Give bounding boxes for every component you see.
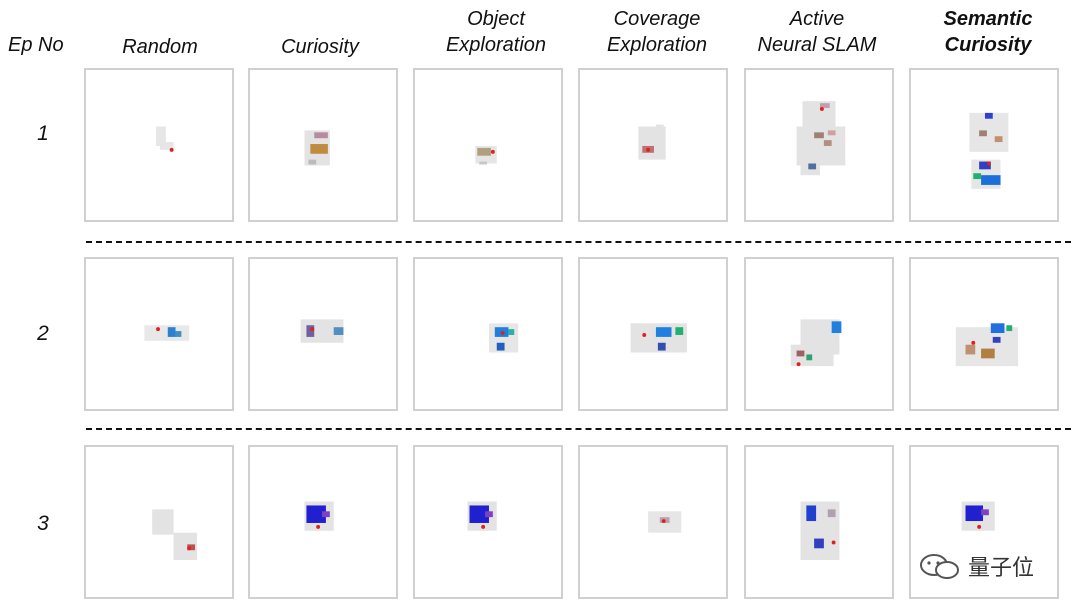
map-panel-ep2-active-neural-slam: [744, 257, 894, 411]
map-panel-ep2-random: [84, 257, 234, 411]
header-semantic-curiosity: Semantic Curiosity: [943, 8, 1033, 56]
header-active-neural-slam: Active Neural SLAM: [757, 8, 877, 56]
map-panel-ep1-coverage-exploration: [578, 68, 728, 222]
row-label-2: 2: [37, 322, 49, 345]
header-random: Random: [122, 36, 198, 58]
map-panel-ep3-curiosity: [248, 445, 398, 599]
watermark: 量子位: [918, 550, 1034, 582]
map-panel-ep3-object-exploration: [413, 445, 563, 599]
header-object-exploration: Object Exploration: [445, 8, 547, 56]
map-panel-ep2-coverage-exploration: [578, 257, 728, 411]
ep-no-header: Ep No: [8, 34, 64, 56]
row-label-1: 1: [37, 122, 49, 145]
episode-divider-2: [86, 428, 1071, 430]
map-panel-ep1-object-exploration: [413, 68, 563, 222]
map-panel-ep3-coverage-exploration: [578, 445, 728, 599]
map-panel-ep3-random: [84, 445, 234, 599]
watermark-text: 量子位: [968, 556, 1035, 581]
header-curiosity: Curiosity: [281, 36, 359, 58]
wechat-icon: [920, 554, 959, 579]
map-panel-ep2-object-exploration: [413, 257, 563, 411]
map-panel-ep1-semantic-curiosity: [909, 68, 1059, 222]
map-panel-ep1-curiosity: [248, 68, 398, 222]
map-panel-ep1-active-neural-slam: [744, 68, 894, 222]
map-panel-ep2-semantic-curiosity: [909, 257, 1059, 411]
map-panel-ep1-random: [84, 68, 234, 222]
header-coverage-exploration: Coverage Exploration: [606, 8, 708, 56]
episode-divider-1: [86, 241, 1071, 243]
map-panel-ep2-curiosity: [248, 257, 398, 411]
map-panel-ep3-semantic-curiosity: [909, 445, 1059, 599]
row-label-3: 3: [37, 512, 49, 535]
map-panel-ep3-active-neural-slam: [744, 445, 894, 599]
